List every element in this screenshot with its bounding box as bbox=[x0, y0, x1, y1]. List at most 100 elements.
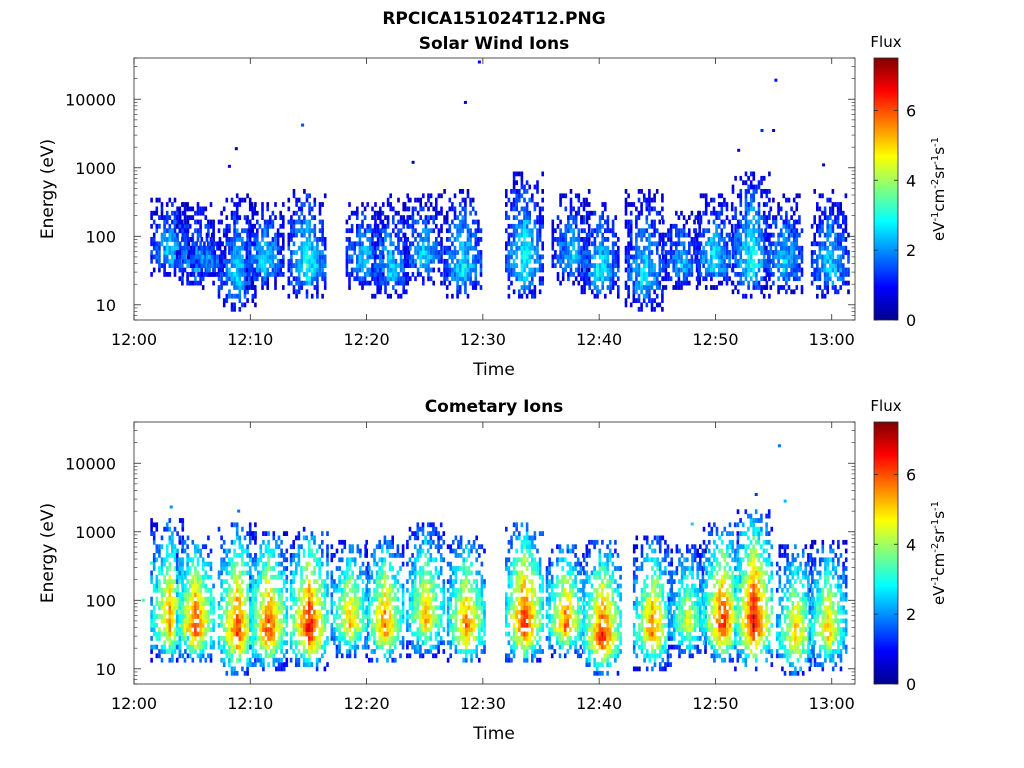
heatmap-cell bbox=[374, 228, 377, 234]
heatmap-cell bbox=[627, 202, 630, 207]
heatmap-cell bbox=[233, 670, 236, 676]
heatmap-cell bbox=[693, 241, 696, 247]
heatmap-cell bbox=[207, 232, 210, 238]
heatmap-cell bbox=[569, 228, 573, 234]
heatmap-cell bbox=[233, 254, 236, 260]
heatmap-cell bbox=[427, 250, 430, 255]
heatmap-cell bbox=[593, 280, 597, 286]
heatmap-cell bbox=[507, 258, 511, 264]
heatmap-cell bbox=[637, 250, 641, 255]
heatmap-cell bbox=[831, 241, 835, 247]
heatmap-cell bbox=[658, 302, 662, 308]
heatmap-cell bbox=[512, 189, 516, 194]
heatmap-cell bbox=[435, 215, 438, 220]
heatmap-cell bbox=[688, 250, 691, 255]
heatmap-cell bbox=[528, 258, 531, 264]
heatmap-cell bbox=[272, 531, 276, 536]
heatmap-cell bbox=[178, 518, 182, 523]
heatmap-cell bbox=[171, 250, 174, 255]
heatmap-cell bbox=[386, 202, 390, 207]
heatmap-cell bbox=[640, 289, 643, 295]
heatmap-cell bbox=[842, 267, 845, 273]
heatmap-cell bbox=[308, 627, 311, 632]
heatmap-cell bbox=[680, 258, 683, 264]
heatmap-cell bbox=[710, 237, 713, 242]
heatmap-cell bbox=[220, 535, 223, 541]
heatmap-cell bbox=[458, 276, 462, 282]
heatmap-cell bbox=[507, 215, 511, 220]
heatmap-cell bbox=[768, 276, 771, 282]
heatmap-cell bbox=[173, 618, 177, 624]
heatmap-cell bbox=[222, 622, 226, 628]
heatmap-cell bbox=[772, 254, 775, 260]
heatmap-cell bbox=[471, 232, 475, 238]
heatmap-cell bbox=[201, 276, 205, 282]
heatmap-cell bbox=[371, 215, 374, 220]
heatmap-cell bbox=[593, 263, 597, 268]
heatmap-cell bbox=[310, 592, 314, 598]
heatmap-cell bbox=[246, 666, 249, 672]
heatmap-cell bbox=[466, 250, 470, 255]
heatmap-cell bbox=[228, 609, 231, 615]
heatmap-cell bbox=[225, 670, 229, 676]
heatmap-cell bbox=[461, 219, 465, 225]
heatmap-cell bbox=[158, 241, 161, 247]
heatmap-cell bbox=[282, 263, 285, 268]
heatmap-cell bbox=[533, 184, 537, 190]
heatmap-cell bbox=[715, 223, 718, 229]
heatmap-cell bbox=[567, 241, 570, 247]
heatmap-cell bbox=[295, 644, 298, 650]
heatmap-cell bbox=[389, 263, 392, 268]
heatmap-cell bbox=[538, 258, 542, 264]
heatmap-cell bbox=[238, 250, 242, 255]
heatmap-cell bbox=[251, 627, 255, 632]
heatmap-cell bbox=[525, 276, 529, 282]
heatmap-cell bbox=[305, 662, 308, 667]
heatmap-cell bbox=[757, 258, 761, 264]
heatmap-cell bbox=[313, 592, 316, 598]
heatmap-cell bbox=[627, 285, 630, 290]
heatmap-cell bbox=[650, 272, 654, 277]
heatmap-cell bbox=[580, 285, 584, 290]
heatmap-cell bbox=[402, 285, 405, 290]
heatmap-cell bbox=[178, 622, 182, 628]
heatmap-cell bbox=[290, 267, 293, 273]
heatmap-cell bbox=[596, 276, 599, 282]
heatmap-cell bbox=[569, 254, 573, 260]
heatmap-cell bbox=[697, 219, 700, 225]
heatmap-cell bbox=[277, 657, 281, 663]
heatmap-cell bbox=[512, 237, 516, 242]
heatmap-cell bbox=[318, 219, 322, 225]
heatmap-cell bbox=[173, 553, 177, 558]
heatmap-cell bbox=[632, 245, 636, 251]
heatmap-cell bbox=[371, 254, 375, 260]
heatmap-cell bbox=[842, 210, 845, 216]
heatmap-cell bbox=[640, 258, 643, 264]
heatmap-cell bbox=[210, 241, 214, 247]
heatmap-cell bbox=[203, 250, 206, 255]
heatmap-cell bbox=[300, 570, 303, 576]
heatmap-cell bbox=[313, 579, 316, 584]
heatmap-cell bbox=[194, 579, 197, 584]
heatmap-cell bbox=[308, 206, 311, 212]
heatmap-cell bbox=[209, 618, 213, 624]
heatmap-cell bbox=[204, 627, 208, 632]
heatmap-cell bbox=[201, 579, 205, 584]
heatmap-cell bbox=[734, 228, 737, 234]
heatmap-cell bbox=[744, 276, 748, 282]
heatmap-cell bbox=[762, 237, 766, 242]
heatmap-cell bbox=[698, 210, 701, 216]
heatmap-cell bbox=[323, 272, 327, 277]
heatmap-cell bbox=[316, 267, 319, 273]
heatmap-cell bbox=[277, 627, 281, 632]
heatmap-cell bbox=[725, 215, 729, 220]
heatmap-cell bbox=[435, 206, 438, 212]
heatmap-cell bbox=[302, 618, 306, 624]
heatmap-cell bbox=[363, 263, 367, 268]
heatmap-cell bbox=[667, 232, 670, 238]
heatmap-cell bbox=[744, 267, 748, 273]
heatmap-cell bbox=[419, 254, 422, 260]
heatmap-cell bbox=[155, 596, 159, 602]
heatmap-cell bbox=[653, 223, 656, 229]
heatmap-cell bbox=[617, 237, 620, 242]
